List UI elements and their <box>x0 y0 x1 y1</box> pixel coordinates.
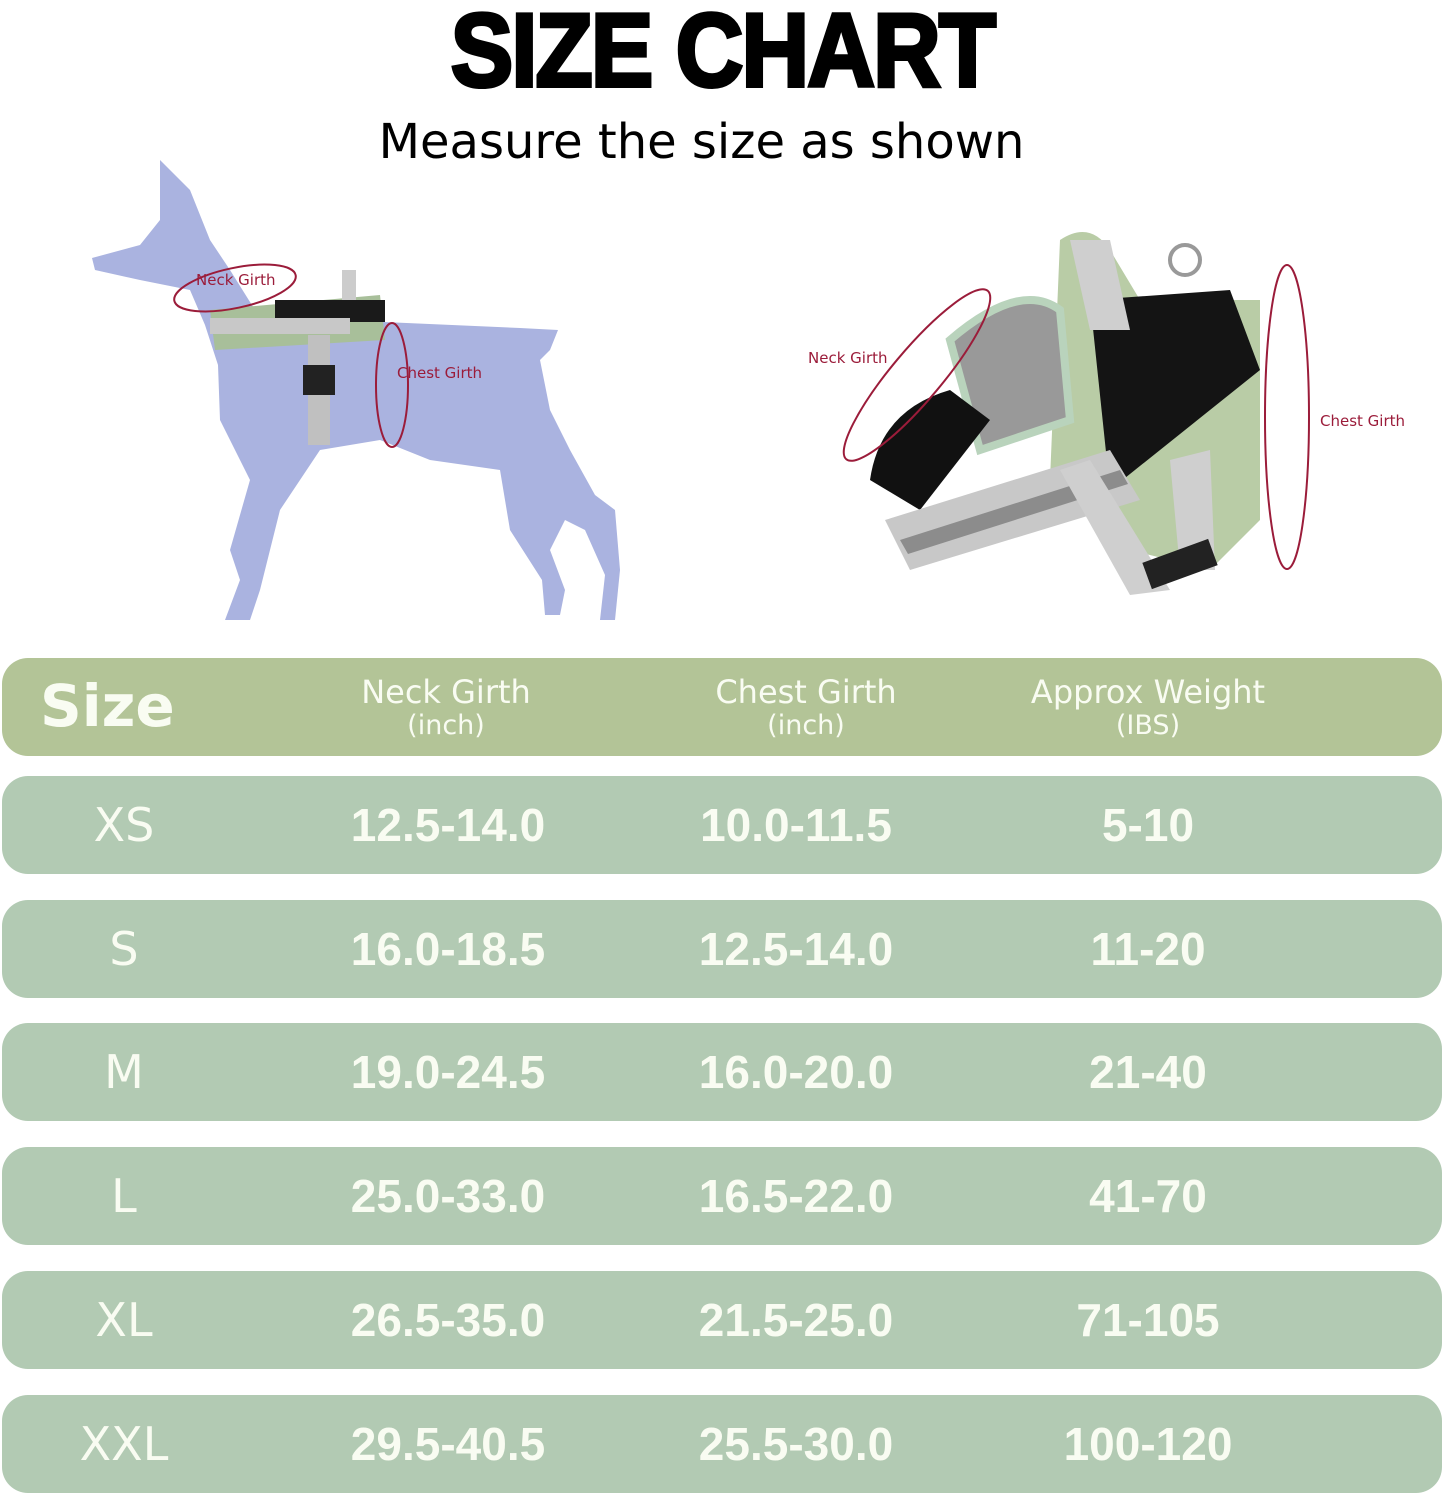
header-neck-unit: (inch) <box>407 710 485 741</box>
dog-silhouette <box>92 160 620 620</box>
cell-chest: 16.5-22.0 <box>698 1170 894 1222</box>
cell-chest: 16.0-20.0 <box>698 1046 894 1098</box>
harness-illustration: Neck Girth Chest Girth <box>808 232 1405 595</box>
cell-weight: 5-10 <box>1101 799 1195 851</box>
cell-weight: 41-70 <box>1089 1170 1207 1222</box>
dog-chest-girth-label: Chest Girth <box>397 364 482 382</box>
cell-weight: 71-105 <box>1076 1294 1220 1346</box>
header-chest-unit: (inch) <box>767 710 845 741</box>
table-row: XL 26.5-35.0 21.5-25.0 71-105 <box>2 1271 1442 1369</box>
harness-neck-girth-measure <box>842 288 992 462</box>
cell-neck: 25.0-33.0 <box>350 1170 546 1222</box>
header-neck-girth: Neck Girth (inch) <box>361 676 531 739</box>
cell-size: XXL <box>79 1417 169 1471</box>
cell-size: XL <box>95 1293 153 1347</box>
table-header-row: Size Neck Girth (inch) Chest Girth (inch… <box>2 658 1442 756</box>
table-row: M 19.0-24.5 16.0-20.0 21-40 <box>2 1023 1442 1121</box>
header-weight-unit: (IBS) <box>1115 710 1181 741</box>
chest-girth-measure <box>375 322 409 448</box>
cell-size: L <box>111 1169 137 1223</box>
harness-chest-girth-label: Chest Girth <box>1320 412 1405 430</box>
neck-girth-measure <box>173 263 297 313</box>
cell-size: M <box>104 1045 144 1099</box>
page-title: SIZE CHART <box>449 0 998 111</box>
cell-chest: 25.5-30.0 <box>698 1418 894 1470</box>
cell-neck: 26.5-35.0 <box>350 1294 546 1346</box>
header-size: Size <box>40 672 175 740</box>
cell-neck: 12.5-14.0 <box>350 799 546 851</box>
header-chest-label: Chest Girth <box>715 673 897 711</box>
table-row: S 16.0-18.5 12.5-14.0 11-20 <box>2 900 1442 998</box>
table-row: XXL 29.5-40.5 25.5-30.0 100-120 <box>2 1395 1442 1493</box>
subtitle: Measure the size as shown <box>378 114 1025 170</box>
header-weight-label: Approx Weight <box>1030 673 1266 711</box>
cell-neck: 16.0-18.5 <box>350 923 546 975</box>
header-approx-weight: Approx Weight (IBS) <box>1031 676 1265 739</box>
cell-weight: 21-40 <box>1089 1046 1207 1098</box>
cell-neck: 19.0-24.5 <box>350 1046 546 1098</box>
harness-neck-girth-label: Neck Girth <box>808 349 888 367</box>
cell-neck: 29.5-40.5 <box>350 1418 546 1470</box>
header-chest-girth: Chest Girth (inch) <box>715 676 896 739</box>
cell-weight: 11-20 <box>1090 923 1206 975</box>
header-neck-label: Neck Girth <box>361 673 531 711</box>
table-row: L 25.0-33.0 16.5-22.0 41-70 <box>2 1147 1442 1245</box>
cell-size: XS <box>93 798 155 852</box>
cell-weight: 100-120 <box>1063 1418 1233 1470</box>
cell-chest: 21.5-25.0 <box>698 1294 894 1346</box>
cell-size: S <box>109 922 139 976</box>
cell-chest: 12.5-14.0 <box>698 923 894 975</box>
dog-neck-girth-label: Neck Girth <box>196 271 276 289</box>
harness-chest-girth-measure <box>1264 264 1310 570</box>
cell-chest: 10.0-11.5 <box>700 799 892 851</box>
table-row: XS 12.5-14.0 10.0-11.5 5-10 <box>2 776 1442 874</box>
dog-with-harness-illustration: Neck Girth Chest Girth <box>92 160 620 620</box>
